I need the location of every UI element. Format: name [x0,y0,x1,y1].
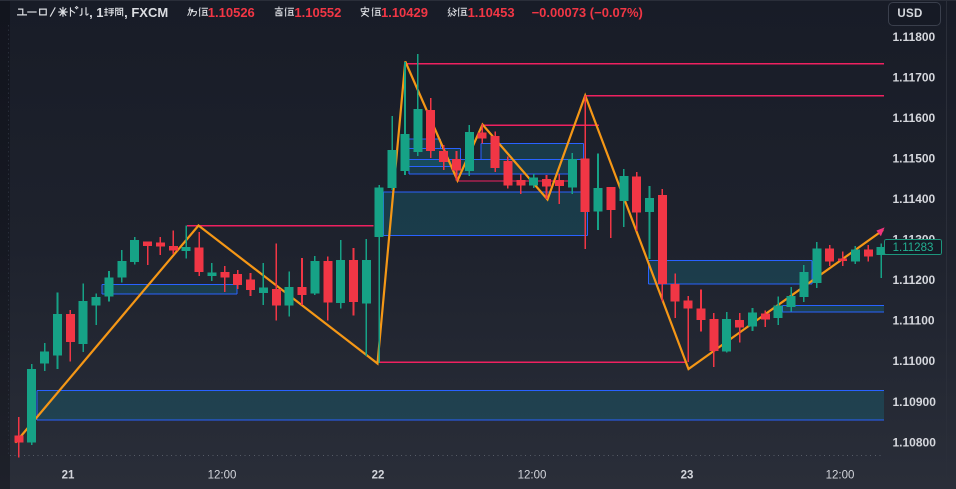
svg-text:12:00: 12:00 [208,470,237,482]
svg-text:23: 23 [681,470,694,482]
svg-text:1.11500: 1.11500 [893,151,936,165]
svg-text:1.10800: 1.10800 [893,435,937,449]
svg-text:21: 21 [62,470,75,482]
svg-text:1.11700: 1.11700 [893,70,936,84]
svg-text:1.11800: 1.11800 [893,30,936,44]
svg-text:12:00: 12:00 [518,470,547,482]
svg-text:1.11000: 1.11000 [893,354,936,368]
svg-text:1.11100: 1.11100 [893,314,935,328]
svg-text:1.10900: 1.10900 [893,395,937,409]
svg-text:1.11283: 1.11283 [893,242,934,254]
svg-text:1.11200: 1.11200 [893,273,936,287]
svg-text:22: 22 [372,470,385,482]
svg-text:1.11600: 1.11600 [893,111,936,125]
svg-text:1.11400: 1.11400 [893,192,936,206]
svg-text:12:00: 12:00 [826,470,855,482]
